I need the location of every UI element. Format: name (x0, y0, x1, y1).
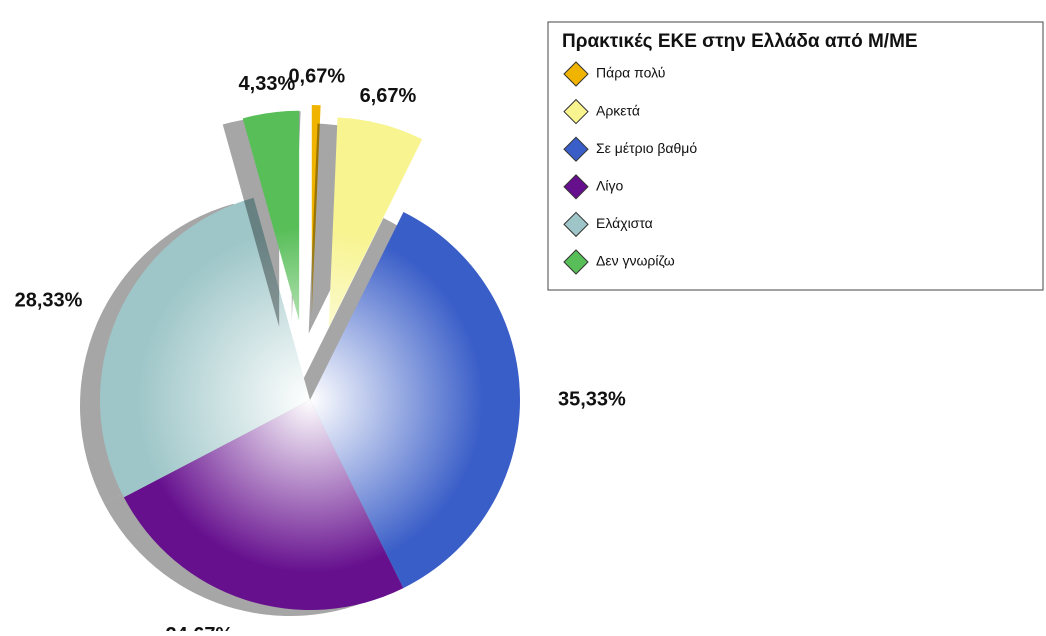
data-label: 28,33% (15, 290, 83, 312)
pie-slice (311, 105, 321, 316)
data-label: 6,67% (360, 85, 417, 107)
legend-marker (563, 174, 589, 200)
pie-slice (242, 110, 300, 321)
legend-marker (563, 136, 589, 162)
chart-title: Πρακτικές ΕΚΕ στην Ελλάδα από Μ/ΜΕ (562, 31, 918, 52)
legend-marker (563, 61, 589, 87)
legend-marker (563, 98, 589, 125)
legend-marker (563, 211, 589, 238)
pie-slice (100, 197, 311, 498)
data-label: 4,33% (239, 73, 296, 95)
pie-slice (328, 117, 423, 328)
legend-marker (563, 249, 589, 275)
legend-label: Δεν γνωρίζω (596, 253, 675, 269)
data-label: 24,67% (165, 624, 233, 631)
legend-label: Ελάχιστα (596, 215, 653, 231)
legend-label: Αρκετά (596, 102, 640, 118)
data-label: 35,33% (558, 388, 626, 410)
legend-label: Πάρα πολύ (596, 65, 665, 81)
data-label: 0,67% (288, 65, 345, 87)
pie-slice (310, 211, 520, 589)
legend-box (547, 21, 1044, 291)
pie-slice (123, 400, 404, 611)
legend-label: Λίγο (596, 178, 623, 194)
legend-label: Σε μέτριο βαθμό (596, 140, 697, 156)
